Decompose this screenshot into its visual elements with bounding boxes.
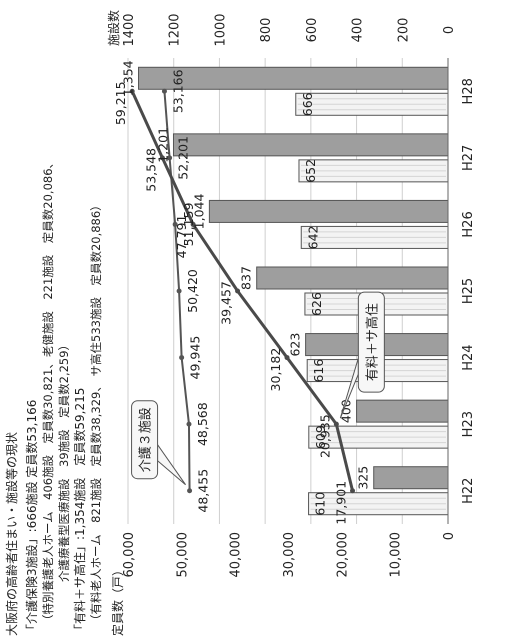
- bar-value-label: 1,354: [121, 60, 136, 96]
- line-value-label: 20,935: [317, 414, 332, 458]
- x-tick-label: H22: [461, 478, 476, 504]
- line-point: [161, 88, 167, 94]
- left-tick-label: 40,000: [229, 532, 244, 578]
- line-point: [333, 421, 339, 427]
- gridlines: [127, 58, 449, 524]
- right-tick-label: 200: [396, 18, 411, 43]
- bar-value-label: 609: [313, 425, 328, 449]
- left-tick-label: 30,000: [282, 532, 297, 578]
- left-tick-label: 50,000: [175, 532, 190, 578]
- right-tick-label: 400: [351, 18, 366, 43]
- header-line-5: （有料老人ホーム 821施設 定員数38,329、 サ高住533施設 定員数20…: [89, 199, 103, 626]
- bar-value-label: 1,044: [191, 193, 206, 229]
- right-tick-label: 1400: [122, 13, 137, 46]
- line-point: [176, 288, 182, 294]
- bar-value-label: 652: [303, 159, 318, 183]
- bar-value-label: 642: [305, 225, 320, 249]
- line-value-label: 50,420: [185, 269, 200, 313]
- x-tick-label: H27: [461, 145, 476, 171]
- axes: 0 200 400 600 800 1000 1200 1400 0 10,000 20,000 30…: [122, 13, 476, 577]
- left-tick-label: 0: [442, 532, 457, 540]
- header-line-4: 「有料＋サ高住」:1,354施設 定員数59,215: [72, 388, 87, 636]
- x-tick-label: H25: [461, 278, 476, 304]
- line-value-label: 53,166: [170, 69, 185, 113]
- line-value-label: 53,548: [143, 148, 158, 192]
- x-tick-label: H26: [461, 211, 476, 237]
- line-value-label: 52,201: [176, 136, 191, 180]
- left-tick-label: 10,000: [389, 532, 404, 578]
- line-value-label: 48,455: [196, 469, 211, 513]
- line-value-label: 48,568: [195, 402, 210, 446]
- right-tick-label: 0: [442, 26, 457, 34]
- line-value-label: 39,457: [219, 281, 234, 325]
- bar-value-label: 1,201: [155, 127, 170, 163]
- right-tick-label: 800: [259, 18, 274, 43]
- line-point: [284, 355, 290, 361]
- bar: [256, 266, 449, 290]
- header-line-1: 「介護保険3施設」:666施設 定員数53,166: [24, 400, 39, 636]
- x-tick-label: H23: [461, 411, 476, 437]
- left-tick-label: 60,000: [122, 532, 137, 578]
- callouts: 介護３施設 有料＋サ高住: [131, 291, 385, 486]
- line-point: [179, 355, 185, 361]
- line-point: [187, 488, 193, 494]
- callout-box: [357, 291, 385, 393]
- bar: [373, 466, 449, 490]
- line-point: [190, 221, 196, 227]
- line-value-label: 30,182: [268, 348, 283, 392]
- line-value-label: 17,901: [334, 481, 349, 525]
- bar: [208, 199, 449, 223]
- series-lines: [129, 88, 356, 494]
- line-point: [235, 288, 241, 294]
- bar-value-label: 623: [288, 333, 303, 357]
- header-title: 大阪府の高齢者住まい・施設等の現状: [4, 432, 19, 636]
- left-axis-label: 定員数（戸）: [110, 564, 125, 636]
- right-tick-label: 1000: [213, 13, 228, 46]
- data-labels: 610 609 616 626 642 652 666 325 400 623 837 1,044 1,…: [113, 60, 371, 524]
- line-point: [350, 488, 356, 494]
- bar: [356, 399, 449, 423]
- line-value-label: 49,945: [188, 336, 203, 380]
- line-point: [129, 88, 135, 94]
- line-point: [172, 221, 178, 227]
- right-tick-label: 1200: [168, 13, 183, 46]
- bar: [172, 133, 449, 157]
- header: 大阪府の高齢者住まい・施設等の現状 「介護保険3施設」:666施設 定員数53,…: [4, 157, 103, 636]
- bar-value-label: 837: [239, 266, 254, 290]
- line-value-label: 47,791: [174, 215, 189, 259]
- bar-value-label: 400: [339, 399, 354, 423]
- line-point: [186, 421, 192, 427]
- right-axis-label: 施設数: [106, 10, 121, 46]
- callout-box: [131, 400, 159, 480]
- x-tick-label: H24: [461, 344, 476, 370]
- header-line-2: （特別養護老人ホーム 406施設 定員数30,821、老健施設 221施設 定員…: [41, 157, 55, 626]
- callout-label: 介護３施設: [138, 407, 154, 472]
- x-tick-label: H28: [461, 78, 476, 104]
- bar-value-label: 325: [356, 466, 371, 490]
- bar-value-label: 666: [300, 92, 315, 116]
- header-line-3: 介護療養型医療施設 39施設 定員数2,259）: [57, 339, 71, 582]
- bar-value-label: 616: [311, 359, 326, 383]
- line-value-label: 59,215: [113, 81, 128, 125]
- bar-value-label: 626: [309, 292, 324, 316]
- line-point: [159, 155, 165, 161]
- bar-value-label: 610: [313, 492, 328, 516]
- callout-label: 有料＋サ高住: [364, 303, 380, 381]
- line-value-label: 51,159: [181, 203, 196, 247]
- callout-pointer: [157, 443, 186, 486]
- right-tick-label: 600: [305, 18, 320, 43]
- line-point: [167, 155, 173, 161]
- left-tick-label: 20,000: [335, 532, 350, 578]
